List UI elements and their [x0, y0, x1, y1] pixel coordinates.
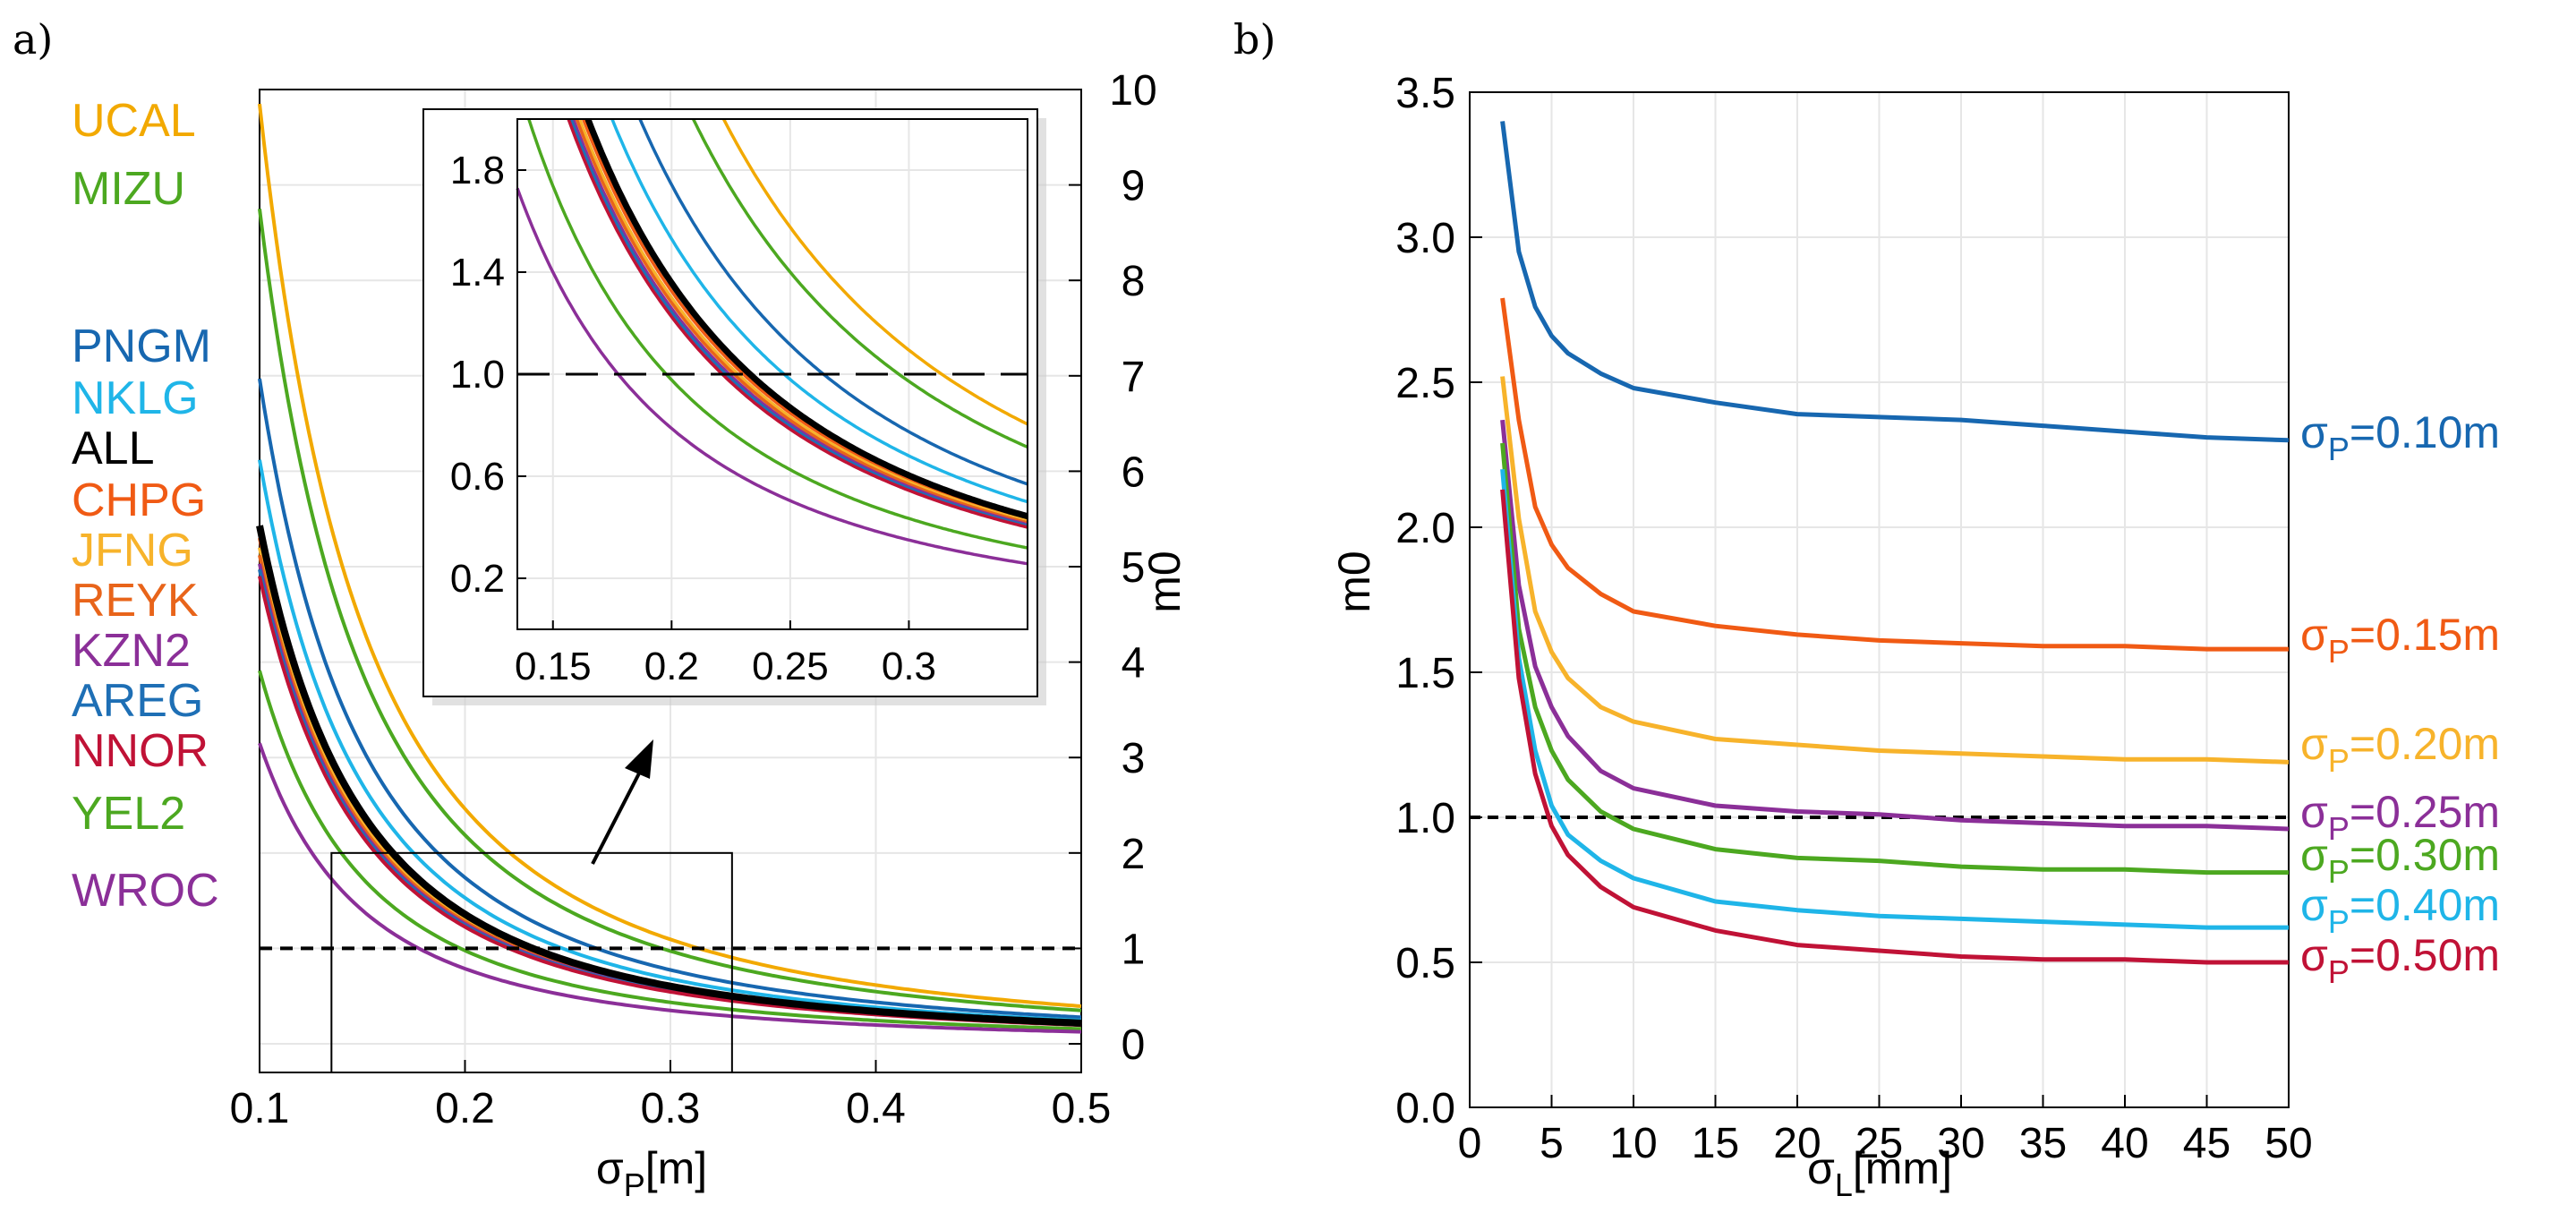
- panel-a-y-tick-label: 4: [1122, 640, 1146, 688]
- panel-b-x-tick-label: 10: [1609, 1120, 1657, 1167]
- panel-b-y-tick-label: 0.5: [1395, 940, 1455, 987]
- panel-a-y-tick-label: 7: [1122, 354, 1146, 401]
- legend-label-nklg: NKLG: [72, 372, 199, 424]
- legend-label-wroc: WROC: [72, 865, 219, 917]
- panel-a-x-tick-label: 0.5: [1052, 1085, 1112, 1132]
- panel-b-series-label-1: σP=0.15m: [2300, 610, 2500, 670]
- panel-b-series-label-0: σP=0.10m: [2300, 407, 2500, 467]
- panel-b-curves: [1503, 121, 2289, 962]
- panel-a-x-ticks: 0.1 0.2 0.3 0.4 0.5: [230, 1060, 1112, 1132]
- legend-label-jfng: JFNG: [72, 525, 193, 577]
- legend-label-reyk: REYK: [72, 575, 199, 627]
- legend-label-kzn2: KZN2: [72, 625, 191, 677]
- panel-b-y-tick-label: 3.5: [1395, 70, 1455, 117]
- figure: a) 0.1 0.2 0.3 0.4 0.5 012345678910 σP[m] m0…: [0, 0, 2576, 1213]
- panel-b-x-tick-label: 40: [2101, 1120, 2148, 1167]
- panel-b-y-tick-label: 0.0: [1395, 1085, 1455, 1132]
- panel-b-x-tick-label: 0: [1458, 1120, 1482, 1167]
- legend-label-yel2: YEL2: [72, 788, 185, 840]
- panel-b-x-tick-label: 35: [2019, 1120, 2067, 1167]
- panel-a-y-tick-label: 2: [1122, 831, 1146, 878]
- panel-a-y-tick-label: 8: [1122, 258, 1146, 305]
- panel-b-y-axis-label: m0: [1329, 551, 1379, 612]
- inset-plot: 0.15 0.2 0.25 0.3 0.2 0.6 1.0 1.4 1.8: [423, 109, 1046, 705]
- legend-label-chpg: CHPG: [72, 474, 206, 526]
- legend-label-pngm: PNGM: [72, 320, 211, 372]
- panel-b-curve-4: [1503, 443, 2289, 873]
- panel-b-x-tick-label: 50: [2265, 1120, 2312, 1167]
- zoom-arrow: [593, 772, 640, 864]
- panel-b-curve-5: [1503, 469, 2289, 927]
- panel-b-grid: [1470, 92, 2289, 1107]
- inset-panel: [423, 109, 1037, 696]
- panel-a-y-tick-label: 10: [1109, 67, 1156, 115]
- panel-b-y-tick-label: 3.0: [1395, 215, 1455, 262]
- inset-x-tick-label: 0.3: [882, 645, 936, 688]
- panel-b-x-tick-label: 15: [1692, 1120, 1739, 1167]
- panel-b-series-label-2: σP=0.20m: [2300, 719, 2500, 779]
- panel-a-label: a): [13, 15, 53, 64]
- legend-label-mizu: MIZU: [72, 163, 185, 215]
- inset-y-tick-label: 1.8: [450, 149, 505, 192]
- panel-a-x-tick-label: 0.2: [435, 1085, 495, 1132]
- panel-b-series-labels: σP=0.10m σP=0.15m σP=0.20m σP=0.25mσP=0.30m…: [2300, 407, 2500, 990]
- panel-b-x-tick-label: 5: [1540, 1120, 1564, 1167]
- zoom-arrow-head: [625, 739, 653, 779]
- inset-x-tick-label: 0.15: [515, 645, 592, 688]
- panel-b-y-tick-label: 2.5: [1395, 360, 1455, 407]
- panel-a-y-tick-label: 3: [1122, 735, 1146, 782]
- inset-y-tick-label: 0.2: [450, 557, 505, 601]
- panel-b-x-tick-label: 45: [2183, 1120, 2231, 1167]
- panel-b-curve-3: [1503, 420, 2289, 829]
- inset-y-tick-label: 1.0: [450, 353, 505, 397]
- inset-y-tick-label: 1.4: [450, 251, 505, 295]
- panel-a-y-tick-label: 1: [1122, 926, 1146, 973]
- panel-b-curve-6: [1503, 490, 2289, 962]
- panel-a-x-axis-label: σP[m]: [596, 1143, 707, 1203]
- legend-label-areg: AREG: [72, 675, 203, 727]
- inset-y-tick-label: 0.6: [450, 455, 505, 499]
- panel-a-legend: UCAL MIZU PNGMNKLGALLCHPGJFNGREYKKZN2AREGN…: [72, 95, 219, 917]
- panel-a-y-tick-label: 6: [1122, 448, 1146, 496]
- panel-a-y-axis-label: m0: [1139, 551, 1190, 612]
- inset-x-tick-label: 0.25: [752, 645, 829, 688]
- panel-b-y-tick-label: 2.0: [1395, 505, 1455, 552]
- panel-b-curve-1: [1503, 298, 2289, 649]
- panel-b-y-tick-label: 1.5: [1395, 650, 1455, 697]
- panel-a-y-tick-label: 9: [1122, 163, 1146, 210]
- panel-b-y-tick-label: 1.0: [1395, 795, 1455, 842]
- panel-a-x-tick-label: 0.3: [641, 1085, 701, 1132]
- panel-a-x-tick-label: 0.1: [230, 1085, 290, 1132]
- panel-b: b) 0 5 10 15 20 25 30 35 40 45 50 0.0 0.5 1.0 1.5 2.0 2…: [1233, 15, 2500, 1203]
- panel-a-x-tick-label: 0.4: [846, 1085, 906, 1132]
- legend-label-ucal: UCAL: [72, 95, 196, 147]
- legend-label-all: ALL: [72, 423, 155, 474]
- panel-b-label: b): [1233, 15, 1275, 64]
- panel-b-x-axis-label: σL[mm]: [1807, 1143, 1952, 1203]
- legend-label-nnor: NNOR: [72, 725, 209, 777]
- inset-x-tick-label: 0.2: [644, 645, 699, 688]
- panel-b-curve-0: [1503, 121, 2289, 440]
- panel-a-y-tick-label: 0: [1122, 1021, 1146, 1069]
- zoom-region-box: [331, 853, 732, 1072]
- panel-a: a) 0.1 0.2 0.3 0.4 0.5 012345678910 σP[m] m0…: [13, 15, 1190, 1203]
